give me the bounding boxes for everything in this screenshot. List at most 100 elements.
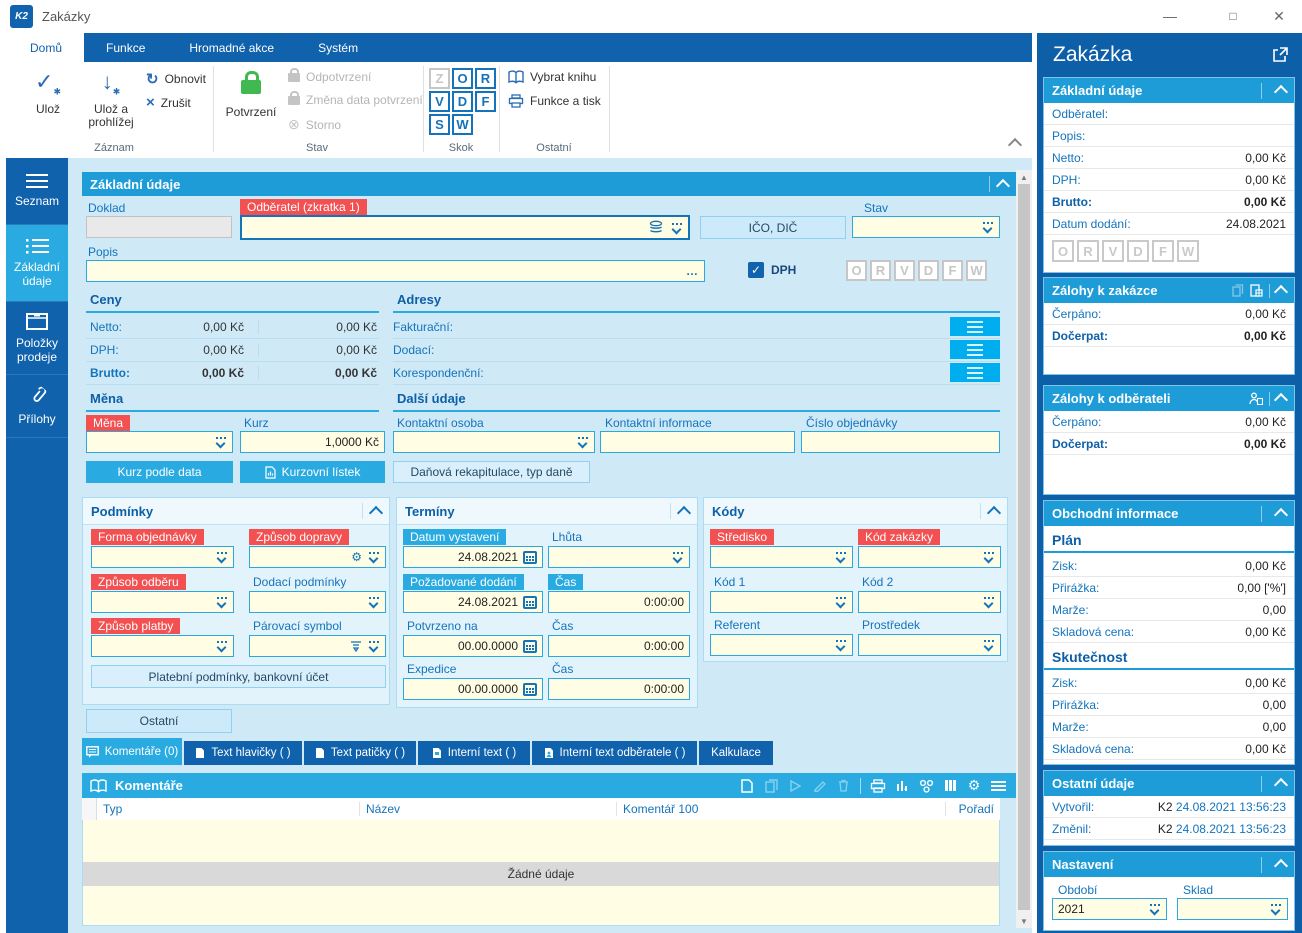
collapse-podminky-icon[interactable] bbox=[368, 505, 384, 520]
jump-letter-d[interactable]: D bbox=[452, 91, 473, 112]
ribbon-tab-domu[interactable]: Domů bbox=[8, 33, 85, 62]
tab-text-hlavicky[interactable]: Text hlavičky ( ) bbox=[184, 741, 302, 765]
calendar-icon[interactable] bbox=[523, 639, 537, 653]
collapse-card-icon[interactable] bbox=[1273, 284, 1289, 300]
pozadovane-dodani-field[interactable]: 24.08.2021 bbox=[403, 591, 543, 613]
maximize-button[interactable]: □ bbox=[1229, 9, 1237, 23]
popout-icon[interactable] bbox=[1272, 47, 1288, 66]
select-book-button[interactable]: Vybrat knihu bbox=[508, 70, 596, 84]
kurzovni-listek-button[interactable]: Kurzovní lístek bbox=[240, 461, 385, 483]
collapse-ribbon-icon[interactable] bbox=[1007, 137, 1023, 153]
tab-kalkulace[interactable]: Kalkulace bbox=[699, 741, 773, 765]
sidebar-item-zakladni-udaje[interactable]: Základní údaje bbox=[6, 225, 68, 302]
prostredek-field[interactable] bbox=[858, 634, 1001, 656]
kod1-field[interactable] bbox=[710, 591, 853, 613]
kontaktni-informace-field[interactable] bbox=[600, 431, 795, 453]
jump-letter-r[interactable]: R bbox=[475, 68, 496, 89]
kod-zakazky-field[interactable] bbox=[858, 546, 1001, 568]
dodaci-podminky-field[interactable] bbox=[249, 591, 386, 613]
settings-gear-icon[interactable]: ⚙ bbox=[967, 777, 981, 793]
ribbon-tab-system[interactable]: Systém bbox=[318, 40, 359, 55]
referent-field[interactable] bbox=[710, 634, 853, 656]
odberatel-field[interactable] bbox=[240, 215, 690, 240]
dropdown-icon[interactable] bbox=[215, 597, 228, 607]
dodaci-menu-button[interactable] bbox=[950, 340, 1000, 359]
collapse-card-icon[interactable] bbox=[1273, 392, 1289, 408]
collapse-terminy-icon[interactable] bbox=[676, 505, 692, 520]
popis-field[interactable]: … bbox=[86, 260, 705, 282]
dropdown-icon[interactable] bbox=[215, 641, 228, 651]
zpusob-dopravy-field[interactable]: ⚙ bbox=[249, 546, 386, 568]
stack-icon[interactable] bbox=[649, 220, 664, 235]
lhuta-field[interactable] bbox=[548, 546, 690, 568]
dropdown-icon[interactable] bbox=[982, 640, 995, 650]
dropdown-icon[interactable] bbox=[367, 641, 380, 651]
person-doc-icon[interactable] bbox=[1249, 392, 1263, 405]
dropdown-icon[interactable] bbox=[981, 222, 994, 232]
workflow-icon[interactable] bbox=[916, 776, 936, 796]
dropdown-icon[interactable] bbox=[671, 552, 684, 562]
dropdown-icon[interactable] bbox=[834, 552, 847, 562]
dropdown-icon[interactable] bbox=[576, 437, 589, 447]
dropdown-icon[interactable] bbox=[367, 552, 380, 562]
jump-letter-w[interactable]: W bbox=[452, 114, 473, 135]
expedice-field[interactable]: 00.00.0000 bbox=[403, 678, 543, 700]
cas-1-field[interactable]: 0:00:00 bbox=[548, 591, 690, 613]
column-typ[interactable]: Typ bbox=[103, 802, 123, 816]
dropdown-icon[interactable] bbox=[367, 597, 380, 607]
column-poradi[interactable]: Pořadí bbox=[945, 802, 1000, 816]
jump-letter-s[interactable]: S bbox=[429, 114, 450, 135]
kurz-field[interactable]: 1,0000 Kč bbox=[240, 431, 385, 453]
filter-icon[interactable] bbox=[350, 640, 362, 652]
fakturacni-menu-button[interactable] bbox=[950, 317, 1000, 336]
mena-field[interactable] bbox=[86, 431, 233, 453]
ribbon-tab-hromadne-akce[interactable]: Hromadné akce bbox=[189, 40, 275, 55]
tab-interni-text-odberatele[interactable]: Interní text odběratele ( ) bbox=[532, 741, 697, 765]
cislo-objednavky-field[interactable] bbox=[801, 431, 1000, 453]
grid-body[interactable]: Žádné údaje bbox=[82, 820, 1000, 926]
danova-rekapitulace-button[interactable]: Daňová rekapitulace, typ daně bbox=[393, 461, 590, 483]
kurz-podle-data-button[interactable]: Kurz podle data bbox=[86, 461, 233, 483]
column-nazev[interactable]: Název bbox=[359, 802, 616, 816]
dropdown-icon[interactable] bbox=[982, 597, 995, 607]
obdobi-field[interactable]: 2021 bbox=[1052, 898, 1167, 920]
platebni-podminky-button[interactable]: Platební podmínky, bankovní účet bbox=[91, 665, 386, 688]
dropdown-icon[interactable] bbox=[834, 640, 847, 650]
new-record-icon[interactable] bbox=[737, 776, 757, 796]
collapse-card-icon[interactable] bbox=[1273, 507, 1289, 523]
collapse-section-icon[interactable] bbox=[995, 178, 1011, 193]
collapse-card-icon[interactable] bbox=[1273, 777, 1289, 793]
jump-letter-f[interactable]: F bbox=[475, 91, 496, 112]
collapse-kody-icon[interactable] bbox=[986, 505, 1002, 520]
gear-icon[interactable]: ⚙ bbox=[351, 550, 362, 564]
refresh-button[interactable]: ↻ Obnovit bbox=[146, 71, 206, 88]
chart-icon[interactable] bbox=[892, 776, 912, 796]
datum-vystaveni-field[interactable]: 24.08.2021 bbox=[403, 546, 543, 568]
functions-print-button[interactable]: Funkce a tisk bbox=[508, 94, 601, 108]
sidebar-item-seznam[interactable]: Seznam bbox=[6, 158, 68, 225]
sklad-field[interactable] bbox=[1177, 898, 1288, 920]
print-icon[interactable] bbox=[868, 776, 888, 796]
scroll-up-icon[interactable]: ▲ bbox=[1020, 172, 1028, 182]
columns-icon[interactable] bbox=[940, 776, 960, 796]
grid-menu-icon[interactable] bbox=[988, 776, 1008, 796]
sidebar-item-prilohy[interactable]: Přílohy bbox=[6, 375, 68, 438]
dropdown-icon[interactable] bbox=[1148, 904, 1161, 914]
korespondencni-menu-button[interactable] bbox=[950, 363, 1000, 382]
calendar-icon[interactable] bbox=[523, 595, 537, 609]
collapse-card-icon[interactable] bbox=[1273, 858, 1289, 874]
tab-komentare[interactable]: Komentáře (0) bbox=[82, 738, 182, 765]
dph-checkbox[interactable]: ✓ bbox=[748, 262, 764, 278]
ico-dic-button[interactable]: IČO, DIČ bbox=[700, 216, 846, 239]
calendar-icon[interactable] bbox=[523, 550, 537, 564]
column-komentar[interactable]: Komentář 100 bbox=[616, 802, 945, 816]
ostatni-button[interactable]: Ostatní bbox=[86, 709, 232, 733]
dropdown-icon[interactable] bbox=[834, 597, 847, 607]
parovaci-symbol-field[interactable] bbox=[249, 635, 386, 657]
scroll-down-icon[interactable]: ▼ bbox=[1020, 916, 1028, 926]
dropdown-icon[interactable] bbox=[982, 552, 995, 562]
confirm-button[interactable]: Potvrzení bbox=[222, 70, 280, 119]
ribbon-tab-funkce[interactable]: Funkce bbox=[106, 40, 146, 55]
cas-2-field[interactable]: 0:00:00 bbox=[548, 635, 690, 657]
calendar-icon[interactable] bbox=[523, 682, 537, 696]
